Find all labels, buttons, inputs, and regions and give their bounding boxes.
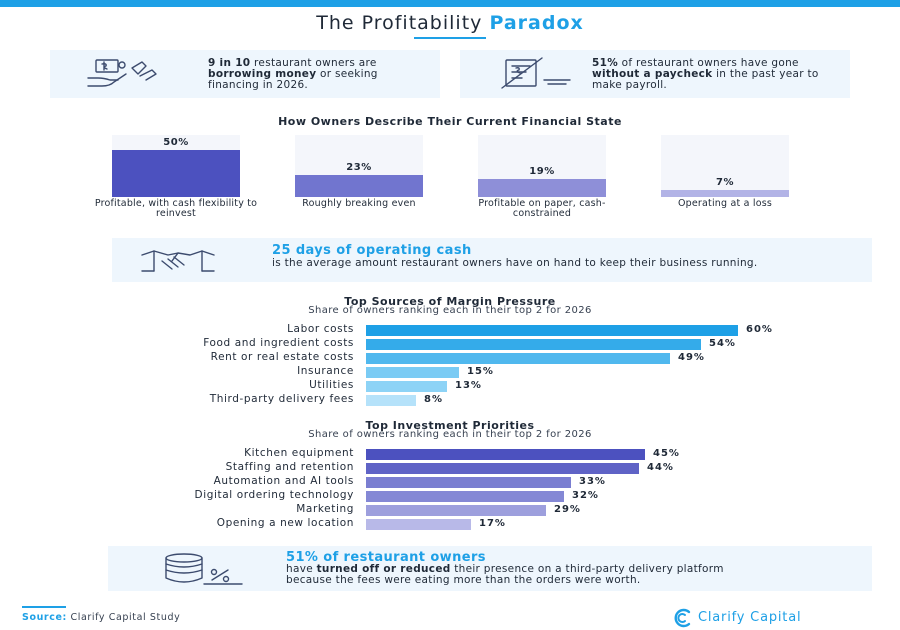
chart-investment-subtitle: Share of owners ranking each in their to…	[308, 429, 592, 440]
vbar	[295, 175, 423, 197]
hbar	[366, 339, 701, 350]
stat-card-paycheck: 51% of restaurant owners have gone witho…	[460, 50, 850, 98]
coins-percent-icon	[165, 553, 243, 585]
vbar-value-label: 7%	[716, 177, 734, 188]
hbar-value-label: 49%	[678, 352, 705, 363]
hbar-value-label: 13%	[455, 380, 482, 391]
vbar-category-label: Operating at a loss	[677, 198, 773, 209]
hbar	[366, 395, 416, 406]
hbar-value-label: 32%	[572, 490, 599, 501]
vbar-value-label: 19%	[529, 166, 555, 177]
vbar	[661, 190, 789, 197]
hbar-value-label: 33%	[579, 476, 606, 487]
hbar-category-label: Staffing and retention	[225, 461, 354, 473]
hbar-value-label: 15%	[467, 366, 494, 377]
chart-financial-state-title: How Owners Describe Their Current Financ…	[278, 115, 622, 128]
vbar	[112, 150, 240, 197]
hbar-category-label: Labor costs	[287, 323, 354, 335]
stat-card-borrowing: 9 in 10 restaurant owners are borrowing …	[50, 50, 440, 98]
hbar	[366, 353, 670, 364]
operating-cash-body: is the average amount restaurant owners …	[272, 257, 758, 269]
top-accent-bar	[0, 0, 900, 7]
hbar-category-label: Insurance	[297, 365, 354, 377]
chart-margin-pressure-title: Top Sources of Margin Pressure	[344, 295, 556, 308]
hbar-value-label: 45%	[653, 448, 680, 459]
source-label: Source:	[22, 612, 67, 623]
title-accent: Paradox	[489, 12, 584, 34]
hbar	[366, 491, 564, 502]
hbar	[366, 325, 738, 336]
source-line: Source: Clarify Capital Study	[22, 612, 180, 623]
handshake-icon	[141, 250, 215, 272]
vbar-value-label: 23%	[346, 162, 372, 173]
brand-name: Clarify Capital	[698, 610, 802, 625]
vbar-column: 23%	[295, 135, 423, 197]
paycheck-crossed-icon	[501, 57, 571, 89]
vbar-column: 19%	[478, 135, 606, 197]
hbar	[366, 463, 639, 474]
chart-margin-pressure-subtitle: Share of owners ranking each in their to…	[308, 305, 592, 316]
vbar-column: 50%	[112, 135, 240, 197]
delivery-headline: 51% of restaurant owners	[286, 550, 486, 565]
brand: Clarify Capital	[672, 608, 801, 628]
hbar-value-label: 29%	[554, 504, 581, 515]
hbar-category-label: Opening a new location	[216, 517, 354, 529]
vbar-category-label: Profitable on paper, cash-constrained	[478, 198, 606, 219]
hbar	[366, 519, 471, 530]
vbar-category-label: Profitable, with cash flexibility to rei…	[94, 198, 258, 219]
hbar-value-label: 60%	[746, 324, 773, 335]
hbar-category-label: Third-party delivery fees	[209, 393, 354, 405]
title-main: The Profitability	[316, 12, 483, 34]
page-title: The Profitability Paradox	[0, 12, 900, 34]
operating-cash-headline: 25 days of operating cash	[272, 243, 472, 258]
stat-text-paycheck: 51% of restaurant owners have gone witho…	[592, 57, 819, 91]
title-underline	[414, 37, 486, 39]
hbar-value-label: 17%	[479, 518, 506, 529]
vbar-category-label: Roughly breaking even	[302, 198, 416, 209]
vbar	[478, 179, 606, 197]
chart-investment-title: Top Investment Priorities	[365, 419, 535, 432]
hbar-category-label: Rent or real estate costs	[210, 351, 354, 363]
hbar-value-label: 44%	[647, 462, 674, 473]
hbar-category-label: Utilities	[309, 379, 354, 391]
clarify-logo-icon	[674, 608, 691, 628]
source-text: Clarify Capital Study	[70, 612, 181, 623]
hbar	[366, 505, 546, 516]
hbar-value-label: 8%	[424, 394, 443, 405]
hbar	[366, 449, 645, 460]
money-hand-icon	[87, 59, 157, 87]
hbar-value-label: 54%	[709, 338, 736, 349]
vbar-column: 7%	[661, 135, 789, 197]
hbar-category-label: Digital ordering technology	[194, 489, 354, 501]
delivery-platform-band: 51% of restaurant owners have turned off…	[108, 546, 872, 591]
source-underline	[22, 606, 66, 608]
hbar-category-label: Kitchen equipment	[244, 447, 354, 459]
hbar	[366, 477, 571, 488]
hbar	[366, 381, 447, 392]
hbar-category-label: Automation and AI tools	[213, 475, 354, 487]
operating-cash-band: 25 days of operating cash is the average…	[112, 238, 872, 282]
hbar-category-label: Food and ingredient costs	[203, 337, 354, 349]
delivery-body: have turned off or reduced their presenc…	[286, 563, 724, 586]
vbar-value-label: 50%	[163, 137, 189, 148]
hbar-category-label: Marketing	[296, 503, 354, 515]
hbar	[366, 367, 459, 378]
stat-text-borrowing: 9 in 10 restaurant owners are borrowing …	[208, 57, 378, 91]
